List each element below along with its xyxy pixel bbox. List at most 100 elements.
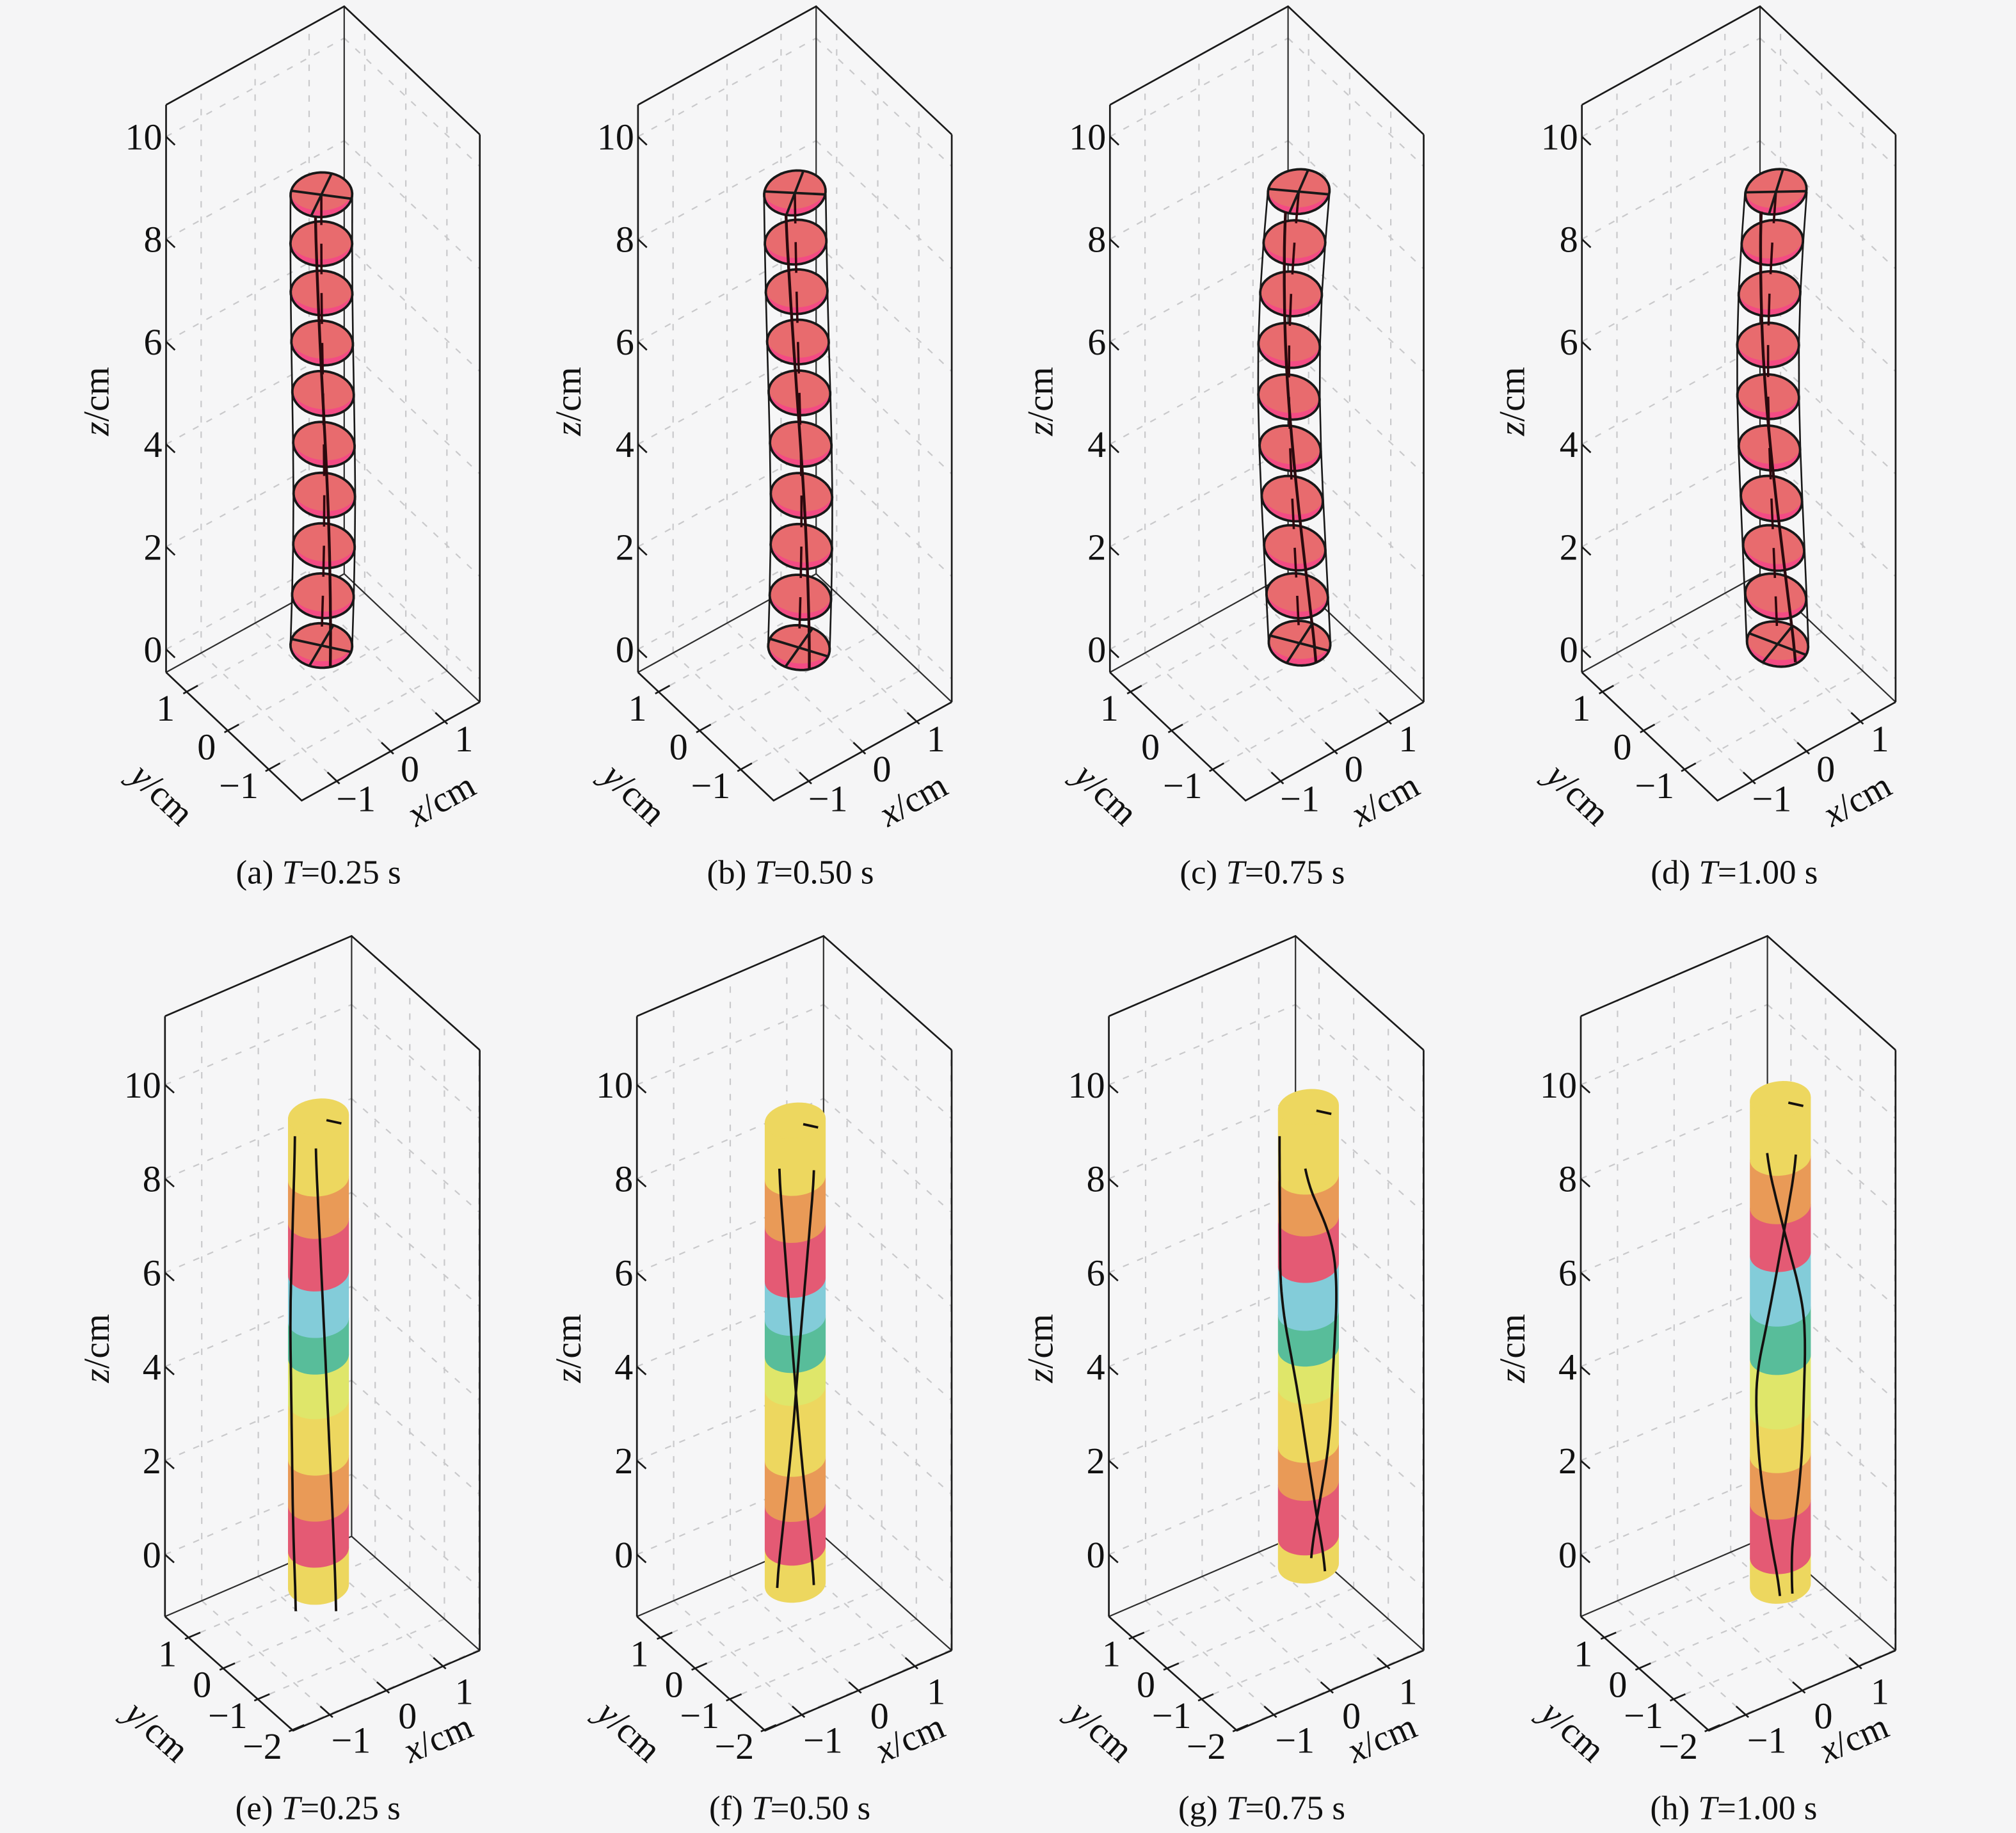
svg-text:−1: −1: [336, 778, 376, 820]
svg-text:z/cm: z/cm: [548, 367, 589, 436]
svg-text:2: 2: [1560, 526, 1578, 568]
svg-text:4: 4: [1087, 1346, 1105, 1388]
svg-text:−1: −1: [1280, 778, 1320, 820]
svg-text:0: 0: [1087, 629, 1106, 671]
svg-text:2: 2: [614, 1440, 633, 1482]
svg-text:8: 8: [1087, 1158, 1105, 1200]
svg-text:z/cm: z/cm: [1021, 1314, 1061, 1384]
svg-text:10: 10: [124, 1064, 161, 1106]
svg-text:z/cm: z/cm: [1492, 367, 1533, 436]
svg-text:0: 0: [1137, 1664, 1155, 1706]
svg-text:6: 6: [1087, 321, 1106, 363]
svg-text:1: 1: [1102, 1633, 1121, 1675]
svg-text:1: 1: [628, 687, 647, 729]
svg-text:(h) T=1.00 s: (h) T=1.00 s: [1650, 1790, 1817, 1827]
svg-text:−1: −1: [332, 1719, 371, 1761]
svg-text:6: 6: [1558, 1253, 1577, 1294]
svg-text:0: 0: [1816, 748, 1835, 790]
svg-text:10: 10: [1541, 116, 1578, 158]
svg-text:0: 0: [870, 1695, 889, 1736]
svg-text:−2: −2: [714, 1725, 754, 1767]
svg-text:0: 0: [1814, 1695, 1833, 1736]
svg-text:10: 10: [1069, 116, 1106, 158]
svg-text:0: 0: [873, 748, 892, 790]
svg-text:(d) T=1.00 s: (d) T=1.00 s: [1651, 854, 1818, 892]
svg-text:0: 0: [665, 1664, 684, 1706]
svg-text:−1: −1: [1624, 1695, 1663, 1736]
svg-text:1: 1: [1871, 1670, 1889, 1712]
svg-text:0: 0: [1087, 1534, 1105, 1576]
svg-text:0: 0: [616, 629, 634, 671]
svg-text:(g) T=0.75 s: (g) T=0.75 s: [1178, 1790, 1345, 1827]
svg-text:10: 10: [1540, 1064, 1577, 1106]
svg-text:0: 0: [398, 1695, 417, 1736]
svg-text:−1: −1: [1275, 1719, 1315, 1761]
svg-text:z/cm: z/cm: [77, 367, 117, 436]
svg-text:6: 6: [614, 1253, 633, 1294]
svg-text:0: 0: [1608, 1664, 1627, 1706]
svg-text:8: 8: [614, 1158, 633, 1200]
svg-text:6: 6: [616, 321, 634, 363]
svg-text:0: 0: [144, 629, 163, 671]
svg-text:−1: −1: [691, 765, 731, 806]
svg-text:1: 1: [156, 687, 175, 729]
svg-text:z/cm: z/cm: [1020, 367, 1060, 436]
svg-text:8: 8: [144, 219, 163, 260]
svg-text:−1: −1: [1152, 1695, 1192, 1736]
svg-text:2: 2: [1558, 1440, 1577, 1482]
svg-text:0: 0: [143, 1534, 161, 1576]
svg-text:(f) T=0.50 s: (f) T=0.50 s: [709, 1790, 870, 1827]
svg-text:z/cm: z/cm: [77, 1314, 117, 1384]
svg-text:4: 4: [1087, 424, 1106, 465]
svg-text:8: 8: [143, 1158, 161, 1200]
svg-text:2: 2: [144, 526, 163, 568]
svg-text:(c) T=0.75 s: (c) T=0.75 s: [1180, 854, 1345, 892]
svg-text:−2: −2: [1658, 1725, 1698, 1767]
svg-text:2: 2: [616, 526, 634, 568]
svg-text:1: 1: [1572, 687, 1590, 729]
svg-text:0: 0: [1613, 726, 1632, 768]
svg-text:0: 0: [1560, 629, 1578, 671]
svg-text:−1: −1: [680, 1695, 719, 1736]
svg-text:4: 4: [614, 1346, 633, 1388]
svg-text:4: 4: [144, 424, 163, 465]
svg-text:−2: −2: [1187, 1725, 1226, 1767]
svg-text:2: 2: [1087, 526, 1106, 568]
svg-text:1: 1: [1871, 718, 1889, 760]
svg-text:(b) T=0.50 s: (b) T=0.50 s: [707, 854, 874, 892]
svg-text:0: 0: [614, 1534, 633, 1576]
svg-text:−1: −1: [808, 778, 848, 820]
svg-text:0: 0: [1558, 1534, 1577, 1576]
svg-text:1: 1: [1574, 1633, 1592, 1675]
svg-text:4: 4: [1558, 1346, 1577, 1388]
svg-text:10: 10: [597, 116, 634, 158]
svg-text:(e) T=0.25 s: (e) T=0.25 s: [236, 1790, 401, 1827]
svg-text:4: 4: [616, 424, 634, 465]
svg-text:0: 0: [197, 726, 216, 768]
svg-text:z/cm: z/cm: [548, 1314, 589, 1384]
svg-text:1: 1: [455, 1670, 474, 1712]
svg-text:1: 1: [927, 718, 945, 760]
svg-text:−1: −1: [208, 1695, 248, 1736]
svg-text:10: 10: [596, 1064, 633, 1106]
svg-text:0: 0: [401, 748, 419, 790]
svg-text:1: 1: [1398, 718, 1417, 760]
svg-text:10: 10: [125, 116, 163, 158]
svg-text:1: 1: [1100, 687, 1119, 729]
svg-text:1: 1: [1399, 1670, 1418, 1712]
svg-text:4: 4: [1560, 424, 1578, 465]
svg-text:1: 1: [927, 1670, 945, 1712]
svg-text:8: 8: [1087, 219, 1106, 260]
svg-text:z/cm: z/cm: [1492, 1314, 1533, 1384]
svg-text:10: 10: [1068, 1064, 1105, 1106]
svg-text:−1: −1: [219, 765, 259, 806]
svg-text:0: 0: [1342, 1695, 1361, 1736]
svg-text:8: 8: [616, 219, 634, 260]
svg-text:0: 0: [669, 726, 688, 768]
svg-text:8: 8: [1558, 1158, 1577, 1200]
svg-text:0: 0: [193, 1664, 211, 1706]
svg-text:1: 1: [454, 718, 473, 760]
svg-text:−1: −1: [1752, 778, 1792, 820]
svg-text:4: 4: [143, 1346, 161, 1388]
svg-text:6: 6: [144, 321, 163, 363]
